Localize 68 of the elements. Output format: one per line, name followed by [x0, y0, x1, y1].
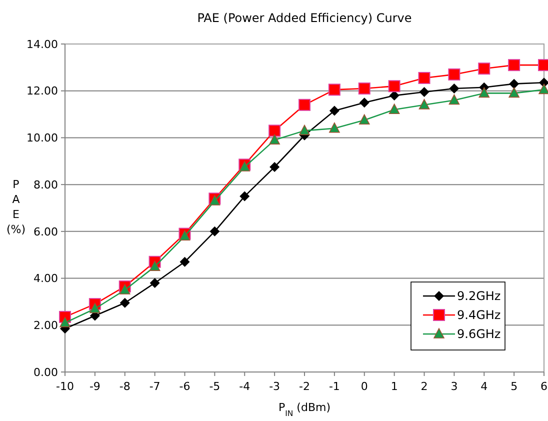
point — [388, 80, 400, 92]
x-tick-label: -4 — [239, 380, 250, 393]
x-tick-label: -6 — [179, 380, 190, 393]
y-tick-label: 12.00 — [26, 84, 58, 98]
point — [150, 278, 160, 288]
point — [508, 87, 520, 98]
point — [329, 122, 340, 133]
y-tick-label: 14.00 — [26, 38, 58, 51]
point — [239, 161, 250, 172]
point — [389, 90, 400, 101]
point — [478, 87, 490, 98]
point — [448, 94, 460, 105]
x-tick-label: 2 — [420, 380, 428, 393]
chart-title: PAE (Power Added Efficiency) Curve — [197, 11, 412, 25]
point — [358, 114, 370, 125]
point — [179, 230, 190, 241]
point — [60, 316, 70, 328]
y-tick-label: 10.00 — [26, 132, 58, 145]
point — [119, 284, 130, 294]
x-tick-label: -3 — [269, 380, 280, 393]
x-tick-label: 0 — [360, 380, 368, 393]
legend-label: 9.4GHz — [457, 308, 501, 322]
legend-label: 9.6GHz — [457, 327, 501, 342]
x-tick-label: 6 — [540, 380, 548, 393]
y-tick-label: 2.00 — [34, 318, 58, 332]
y-axis-title: PAE (%) — [6, 178, 26, 236]
point — [328, 84, 340, 96]
y-tick-label: 6.00 — [34, 225, 58, 238]
y-tick-label: 0.00 — [34, 366, 58, 379]
point — [120, 298, 130, 308]
point — [209, 195, 220, 206]
point — [388, 104, 400, 114]
y-tick-label: 4.00 — [34, 272, 58, 286]
point — [299, 124, 310, 136]
point — [149, 260, 160, 271]
x-tick-label: -2 — [299, 380, 310, 393]
point — [298, 98, 310, 111]
point — [509, 78, 520, 89]
point — [359, 98, 370, 108]
point — [180, 256, 190, 267]
x-axis-title: P$_{IN}$ (dBm) — [278, 401, 330, 418]
x-tick-label: -8 — [119, 380, 130, 393]
x-tick-label: -7 — [149, 380, 160, 393]
x-tick-label: -1 — [328, 380, 340, 393]
point — [419, 87, 430, 98]
point — [90, 302, 100, 314]
point — [418, 72, 430, 84]
x-tick-label: -9 — [89, 380, 100, 393]
x-tick-label: 4 — [480, 380, 488, 393]
x-tick-label: 3 — [450, 380, 458, 393]
x-tick-label: -10 — [56, 380, 74, 393]
x-tick-label: -5 — [209, 380, 220, 393]
point — [478, 62, 490, 75]
point — [358, 82, 370, 95]
point — [268, 124, 281, 137]
point — [269, 134, 280, 144]
x-tick-label: 5 — [510, 380, 518, 393]
y-tick-label: 8.00 — [34, 178, 58, 192]
point — [418, 99, 430, 110]
point — [449, 84, 460, 94]
point — [210, 226, 220, 236]
x-tick-label: 1 — [390, 380, 398, 393]
point — [240, 191, 250, 202]
point — [329, 106, 340, 116]
point — [508, 59, 520, 72]
point — [270, 162, 280, 172]
point — [448, 68, 460, 80]
legend-label: 9.2GHz — [457, 289, 501, 304]
